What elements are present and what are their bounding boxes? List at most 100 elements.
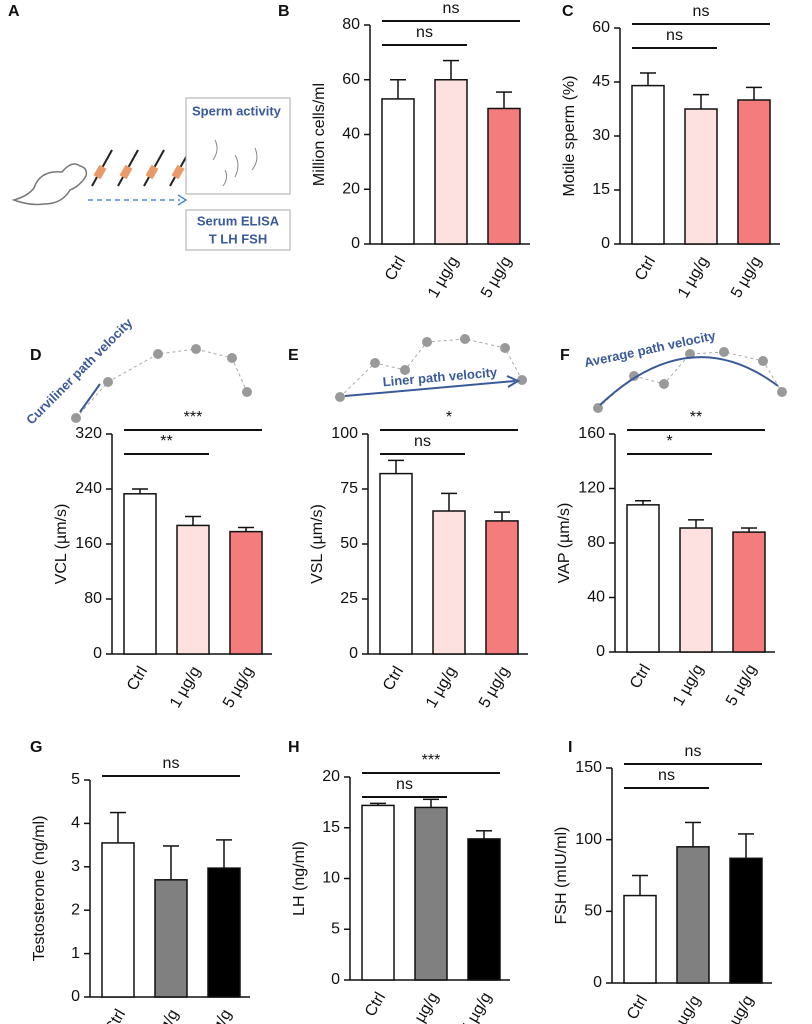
box-label: Sperm activity [192,103,282,118]
bar [176,524,210,655]
y-axis-label: VSL (µm/s) [309,504,326,584]
y-tick-label: 20 [342,180,360,197]
box [185,209,291,251]
y-axis-label: VCL (µm/s) [53,504,70,585]
mouse [11,163,88,206]
y-tick-label: 100 [331,425,358,442]
bar [737,99,771,245]
schematic: A Sperm activity Serum ELISA T LH FSH [8,3,291,251]
y-tick-label: 0 [331,971,340,988]
significance-label: ** [160,433,172,450]
illustration-label: Liner path velocity [382,364,498,389]
bar [381,98,415,245]
y-tick-label: 80 [587,534,605,551]
panel-letter: C [562,3,574,20]
y-axis-label: Million cells/ml [311,83,328,186]
bar [684,108,718,245]
bar [487,107,521,245]
illustration-label: Average path velocity [583,328,718,371]
y-tick-label: 15 [592,181,610,198]
panel-letter: E [288,347,299,364]
bar [631,84,665,245]
x-tick-label: 5 µg/g [478,254,515,301]
significance-label: *** [184,409,203,426]
y-tick-label: 40 [587,589,605,606]
x-tick-label: Ctrl [624,993,651,1023]
x-tick-label: Ctrl [632,254,659,284]
significance-label: ns [416,24,433,41]
x-tick-label: 5 µg/g [458,990,495,1024]
bar [207,867,241,998]
significance-label: ns [658,767,675,784]
x-tick-label: 5 µg/g [220,664,257,711]
syringes [91,149,191,187]
x-tick-label: 5 µg/g [723,662,760,709]
y-tick-label: 0 [601,235,610,252]
x-tick-label: Ctrl [627,662,654,692]
x-tick-label: 5 µg/g [728,254,765,301]
bar [379,472,413,655]
y-tick-label: 10 [322,870,340,887]
y-tick-label: 240 [75,480,102,497]
y-tick-label: 60 [592,19,610,36]
y-tick-label: 15 [322,819,340,836]
y-tick-label: 0 [351,235,360,252]
x-tick-label: 1 µg/g [405,990,442,1024]
y-tick-label: 5 [71,771,80,788]
y-tick-label: 100 [575,831,602,848]
x-tick-label: 5 µg/g [720,993,757,1024]
y-tick-label: 320 [75,425,102,442]
y-axis-label: Testosterone (ng/ml) [31,816,48,962]
bar [467,838,501,981]
panel-letter: H [288,739,300,756]
panel-letter: I [568,739,572,756]
y-tick-label: 0 [93,645,102,662]
significance-label: * [666,433,672,450]
panel-letter: D [30,347,42,364]
bar [101,842,135,998]
significance-label: ns [414,433,431,450]
y-axis-label: FSH (mIU/ml) [553,827,570,925]
x-tick-label: Ctrl [380,664,407,694]
y-tick-label: 5 [331,920,340,937]
y-tick-label: 40 [342,126,360,143]
panel-letter: G [30,739,42,756]
y-tick-label: 50 [340,535,358,552]
y-tick-label: 2 [71,901,80,918]
y-tick-label: 160 [75,535,102,552]
x-tick-label: 1 µg/g [423,664,460,711]
y-tick-label: 45 [592,73,610,90]
significance-label: ns [396,776,413,793]
x-tick-label: 1 µg/g [425,254,462,301]
bar [154,879,188,998]
bar [229,530,263,655]
y-tick-label: 60 [342,71,360,88]
x-tick-label: 1 µg/g [667,993,704,1024]
box-label: Serum ELISA [197,213,280,228]
significance-label: *** [422,752,441,769]
panel-letter: F [560,347,570,364]
illustration: Average path velocity [583,328,787,413]
y-tick-label: 50 [584,903,602,920]
x-tick-label: 5 µg/g [198,1007,235,1024]
bar [123,493,157,655]
y-axis-label: LH (ng/ml) [291,841,308,916]
significance-label: * [446,409,452,426]
illustration-label: Curviliner path velocity [23,315,136,428]
x-tick-label: 1 µg/g [145,1007,182,1024]
x-tick-label: Ctrl [362,990,389,1020]
sperm-icons [212,139,258,187]
bar [732,531,766,653]
significance-label: ns [685,743,702,760]
x-tick-label: 5 µg/g [476,664,513,711]
x-tick-label: 1 µg/g [670,662,707,709]
bar [361,804,395,981]
panel-letter: A [8,3,20,20]
significance-label: ns [163,755,180,772]
significance-label: ns [693,3,710,20]
bar [626,504,660,653]
panel-letter: B [278,3,290,20]
y-tick-label: 0 [71,988,80,1005]
significance-label: ** [690,409,702,426]
box-label: T LH FSH [209,231,268,246]
